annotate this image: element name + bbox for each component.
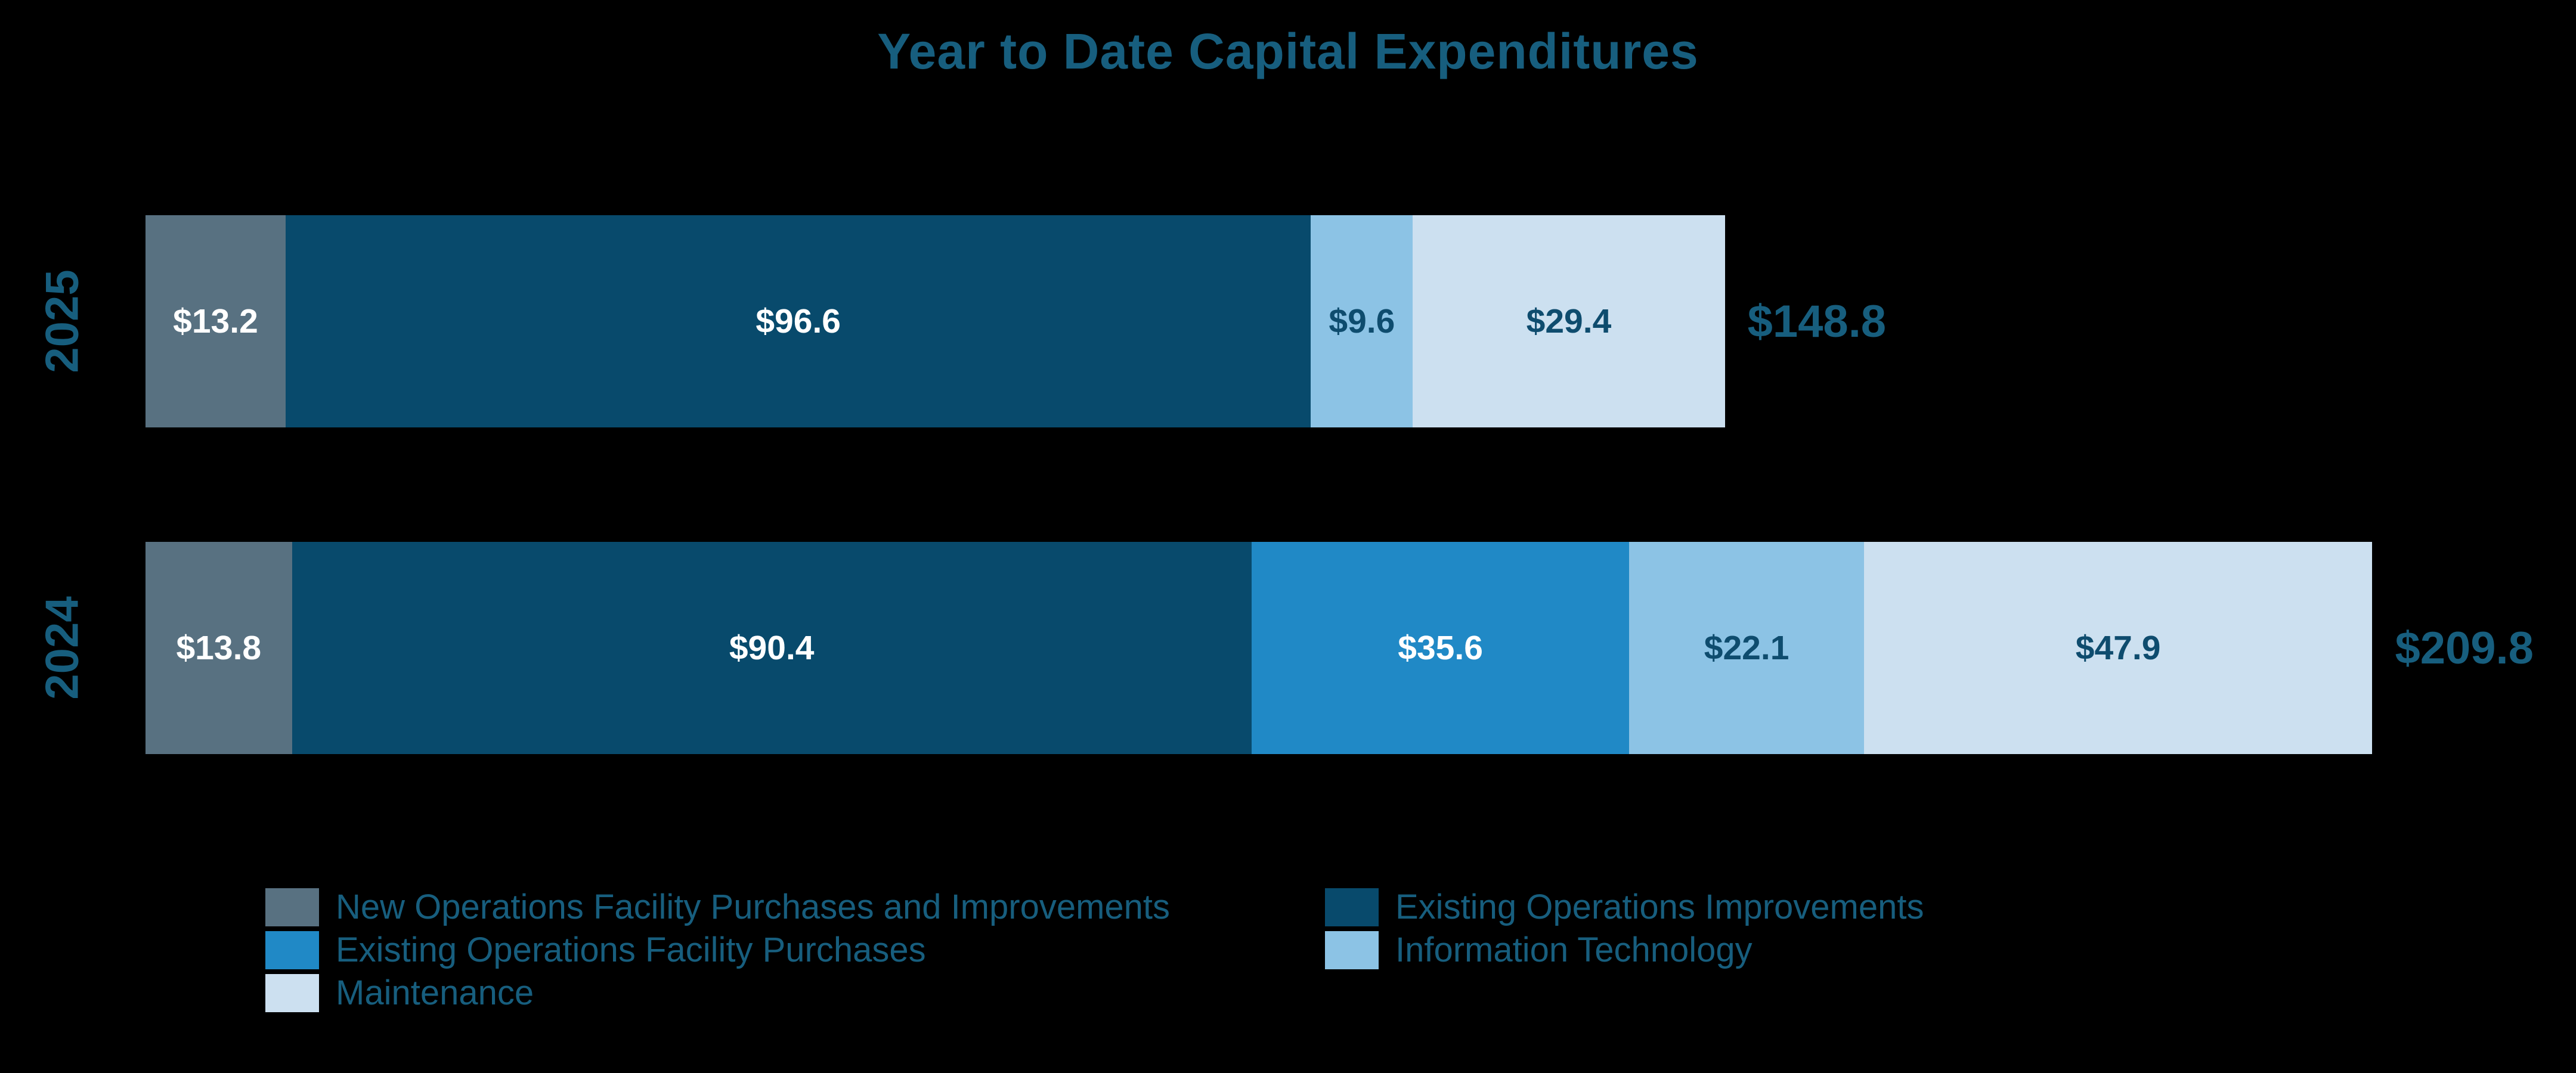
bar-segment-existing_improvements: $96.6 <box>285 215 1311 427</box>
year-label: 2024 <box>35 596 88 700</box>
bar-segment-it: $22.1 <box>1629 542 1864 754</box>
bar-segment-existing_improvements: $90.4 <box>292 542 1252 754</box>
bar-segment-maintenance: $29.4 <box>1413 215 1725 427</box>
legend-item-maintenance: Maintenance <box>265 973 534 1013</box>
bar-segment-existing_purchases: $35.6 <box>1251 542 1630 754</box>
chart-title: Year to Date Capital Expenditures <box>877 23 1699 79</box>
legend-label: Maintenance <box>336 973 534 1012</box>
legend-label: Existing Operations Improvements <box>1395 888 1924 926</box>
year-axis-label-box: 2024 <box>35 542 88 754</box>
legend-swatch-existing_improvements <box>1325 888 1379 926</box>
segment-value-label: $13.2 <box>173 302 258 340</box>
legend-swatch-new_ops <box>265 888 319 926</box>
legend-label: Existing Operations Facility Purchases <box>336 931 926 969</box>
legend-swatch-it <box>1325 931 1379 969</box>
legend-item-existing_improvements: Existing Operations Improvements <box>1325 887 1924 927</box>
legend-label: Information Technology <box>1395 931 1753 969</box>
segment-value-label: $47.9 <box>2075 629 2161 667</box>
bar-segment-new_ops: $13.2 <box>145 215 286 427</box>
stacked-bar-2025: $13.2 $96.6 $9.6 $29.4 <box>145 215 1725 427</box>
legend-item-existing_purchases: Existing Operations Facility Purchases <box>265 930 926 970</box>
segment-value-label: $29.4 <box>1526 302 1612 340</box>
segment-value-label: $22.1 <box>1704 629 1789 667</box>
year-axis-label-box: 2025 <box>35 215 88 427</box>
segment-value-label: $13.8 <box>176 629 262 667</box>
segment-value-label: $96.6 <box>756 302 841 340</box>
stacked-bar-2024: $13.8 $90.4 $35.6 $22.1 $47.9 <box>145 542 2373 754</box>
legend-item-new_ops: New Operations Facility Purchases and Im… <box>265 887 1170 927</box>
segment-value-label: $35.6 <box>1398 629 1483 667</box>
bar-total-label: $148.8 <box>1747 296 1887 347</box>
legend-item-it: Information Technology <box>1325 930 1753 970</box>
bar-total-label: $209.8 <box>2395 622 2534 674</box>
legend-swatch-maintenance <box>265 973 319 1012</box>
segment-value-label: $90.4 <box>729 629 815 667</box>
bar-segment-new_ops: $13.8 <box>145 542 292 754</box>
bar-segment-it: $9.6 <box>1311 215 1413 427</box>
year-label: 2025 <box>35 269 88 373</box>
segment-value-label: $9.6 <box>1329 302 1395 340</box>
bar-segment-maintenance: $47.9 <box>1863 542 2373 754</box>
legend-swatch-existing_purchases <box>265 931 319 969</box>
legend-label: New Operations Facility Purchases and Im… <box>336 888 1171 926</box>
